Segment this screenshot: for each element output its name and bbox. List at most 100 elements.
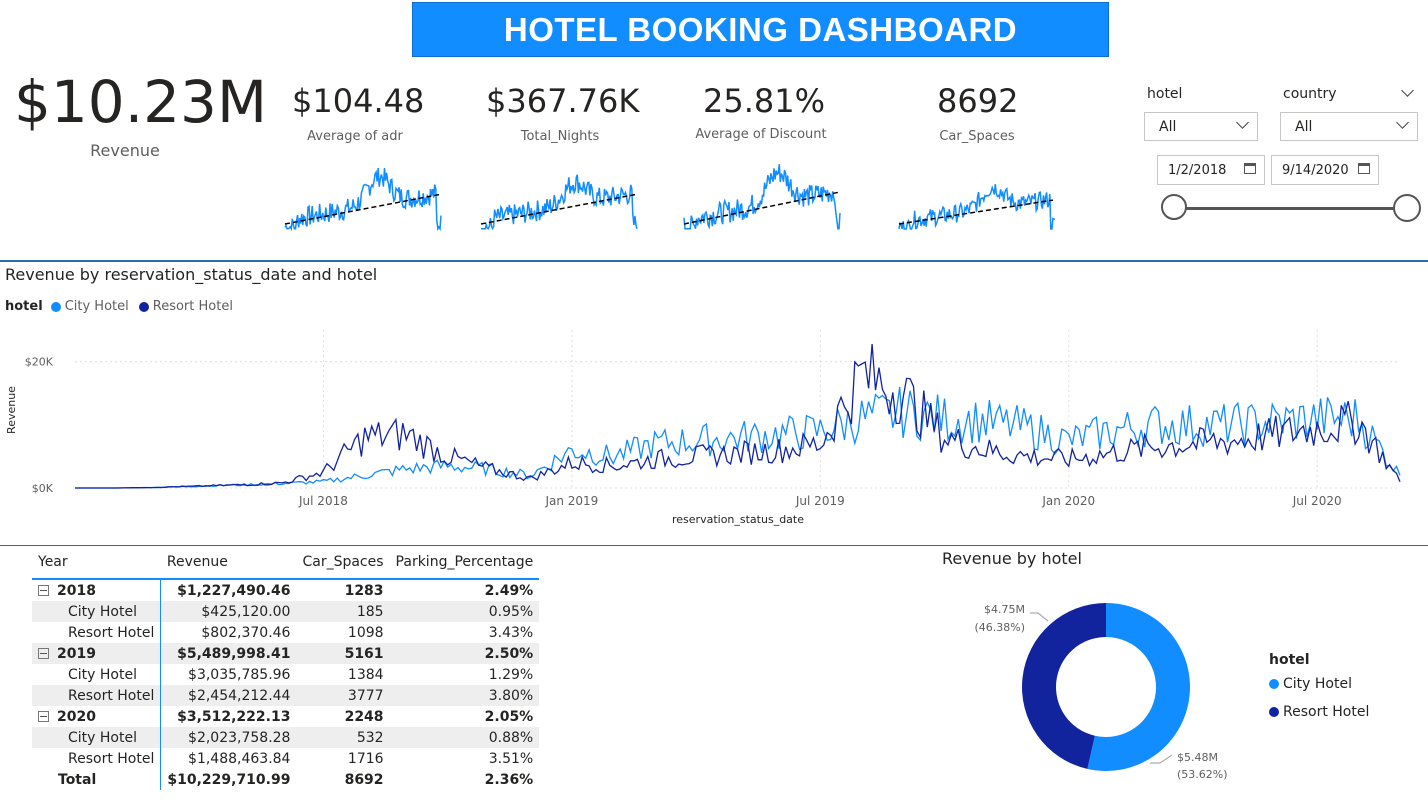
calendar-icon[interactable] (1244, 163, 1256, 174)
y-tick-label: $20K (25, 356, 54, 369)
matrix-header-revenue[interactable]: Revenue (161, 550, 297, 579)
matrix-row-label: City Hotel (32, 601, 161, 622)
matrix-row-label: 2018 (57, 583, 96, 599)
collapse-icon[interactable] (38, 711, 49, 722)
matrix-cell-revenue: $1,227,490.46 (161, 579, 297, 601)
donut-label-resort-pct: (46.38%) (974, 621, 1025, 634)
y-axis-title: Revenue (5, 386, 18, 434)
revenue-donut-chart: $4.75M (46.38%) $5.48M (53.62%) (960, 575, 1260, 800)
matrix-row-year: 2018 $1,227,490.46 1283 2.49% (32, 579, 539, 601)
matrix-row-label: Resort Hotel (32, 685, 161, 706)
kpi-revenue-label: Revenue (60, 141, 190, 160)
calendar-icon[interactable] (1358, 163, 1370, 174)
date-range-slider-end-handle[interactable] (1393, 194, 1421, 222)
matrix-row: Resort Hotel $802,370.46 1098 3.43% (32, 622, 539, 643)
donut-legend-resort[interactable]: Resort Hotel (1269, 704, 1369, 720)
matrix-cell-pct: 3.80% (390, 685, 540, 706)
kpi-discount-sparkline (682, 160, 842, 232)
x-tick-label: Jul 2019 (795, 494, 845, 508)
hotel-slicer-value: All (1159, 119, 1176, 135)
matrix-row-label: 2019 (57, 646, 96, 662)
matrix-cell-pct: 3.51% (390, 748, 540, 769)
end-date-input[interactable]: 9/14/2020 (1271, 155, 1379, 185)
country-slicer-title: country (1283, 86, 1337, 102)
matrix-header-pct[interactable]: Parking_Percentage (390, 550, 540, 579)
donut-legend-resort-label: Resort Hotel (1283, 704, 1369, 720)
x-tick-label: Jan 2019 (544, 494, 598, 508)
matrix-row-label: City Hotel (32, 727, 161, 748)
matrix-cell-pct: 0.95% (390, 601, 540, 622)
matrix-row: Resort Hotel $1,488,463.84 1716 3.51% (32, 748, 539, 769)
date-range-slider-track[interactable] (1175, 207, 1407, 210)
x-tick-label: Jul 2020 (1292, 494, 1342, 508)
y-tick-label: $0K (32, 482, 54, 495)
matrix-cell-revenue: $2,023,758.28 (161, 727, 297, 748)
matrix-row: Resort Hotel $2,454,212.44 3777 3.80% (32, 685, 539, 706)
hotel-slicer-dropdown[interactable]: All (1144, 112, 1258, 141)
kpi-nights-label: Total_Nights (495, 129, 625, 144)
matrix-cell-pct: 2.36% (390, 769, 540, 790)
series-line-resort-hotel[interactable] (75, 344, 1400, 488)
legend-city-dot (51, 302, 61, 312)
matrix-cell-pct: 2.49% (390, 579, 540, 601)
kpi-discount-sparkline-line (684, 164, 840, 229)
legend-resort-dot (139, 302, 149, 312)
matrix-cell-car: 2248 (296, 706, 389, 727)
matrix-cell-pct: 1.29% (390, 664, 540, 685)
matrix-cell-car: 1384 (296, 664, 389, 685)
matrix-row: City Hotel $2,023,758.28 532 0.88% (32, 727, 539, 748)
revenue-line-chart: $20K $0K Jul 2018 Jan 2019 Jul 2019 Jan 2020 J… (0, 320, 1428, 535)
donut-chart-title: Revenue by hotel (942, 549, 1082, 568)
matrix-cell-revenue: $2,454,212.44 (161, 685, 297, 706)
collapse-icon[interactable] (38, 585, 49, 596)
line-chart-legend: hotel City Hotel Resort Hotel (5, 299, 233, 314)
matrix-cell-revenue: $3,512,222.13 (161, 706, 297, 727)
kpi-revenue-value: $10.23M (14, 68, 267, 136)
matrix-cell-car: 1098 (296, 622, 389, 643)
kpi-adr-label: Average of adr (290, 129, 420, 144)
matrix-cell-revenue: $425,120.00 (161, 601, 297, 622)
chevron-down-icon (1236, 116, 1249, 129)
matrix-cell-pct: 2.05% (390, 706, 540, 727)
donut-legend-title: hotel (1269, 652, 1310, 668)
start-date-value: 1/2/2018 (1168, 163, 1226, 178)
kpi-adr-value: $104.48 (292, 82, 424, 120)
matrix-row: City Hotel $3,035,785.96 1384 1.29% (32, 664, 539, 685)
matrix-row-total: Total $10,229,710.99 8692 2.36% (32, 769, 539, 790)
dashboard-title-banner: HOTEL BOOKING DASHBOARD (412, 2, 1109, 57)
chevron-down-icon[interactable] (1401, 84, 1414, 97)
legend-resort-label[interactable]: Resort Hotel (153, 299, 233, 314)
country-slicer-dropdown[interactable]: All (1280, 112, 1418, 141)
matrix-cell-revenue: $3,035,785.96 (161, 664, 297, 685)
kpi-adr-sparkline (283, 164, 443, 232)
donut-legend-city-label: City Hotel (1283, 676, 1352, 692)
kpi-nights-sparkline (479, 164, 639, 232)
series-line-city-hotel[interactable] (75, 387, 1400, 488)
legend-city-label[interactable]: City Hotel (65, 299, 129, 314)
collapse-icon[interactable] (38, 648, 49, 659)
x-axis-title: reservation_status_date (672, 513, 804, 526)
revenue-matrix: Year Revenue Car_Spaces Parking_Percenta… (32, 550, 539, 790)
donut-label-resort-value: $4.75M (984, 603, 1025, 616)
matrix-cell-car: 1283 (296, 579, 389, 601)
section-divider-top (0, 260, 1428, 262)
donut-label-city-value: $5.48M (1177, 751, 1218, 764)
chevron-down-icon (1396, 116, 1409, 129)
matrix-header-year[interactable]: Year (32, 550, 161, 579)
line-chart-legend-title: hotel (5, 299, 43, 314)
matrix-cell-car: 3777 (296, 685, 389, 706)
matrix-cell-car: 1716 (296, 748, 389, 769)
donut-legend-city[interactable]: City Hotel (1269, 676, 1352, 692)
matrix-row-label: City Hotel (32, 664, 161, 685)
matrix-header-car[interactable]: Car_Spaces (296, 550, 389, 579)
kpi-car-value: 8692 (937, 82, 1018, 120)
country-slicer-value: All (1295, 119, 1312, 135)
start-date-input[interactable]: 1/2/2018 (1157, 155, 1265, 185)
date-range-slider-start-handle[interactable] (1161, 194, 1187, 220)
kpi-car-sparkline (897, 174, 1057, 232)
section-divider-bottom (0, 545, 1428, 546)
legend-city-dot (1269, 679, 1279, 689)
matrix-cell-pct: 3.43% (390, 622, 540, 643)
matrix-cell-revenue: $1,488,463.84 (161, 748, 297, 769)
kpi-nights-value: $367.76K (486, 82, 639, 120)
